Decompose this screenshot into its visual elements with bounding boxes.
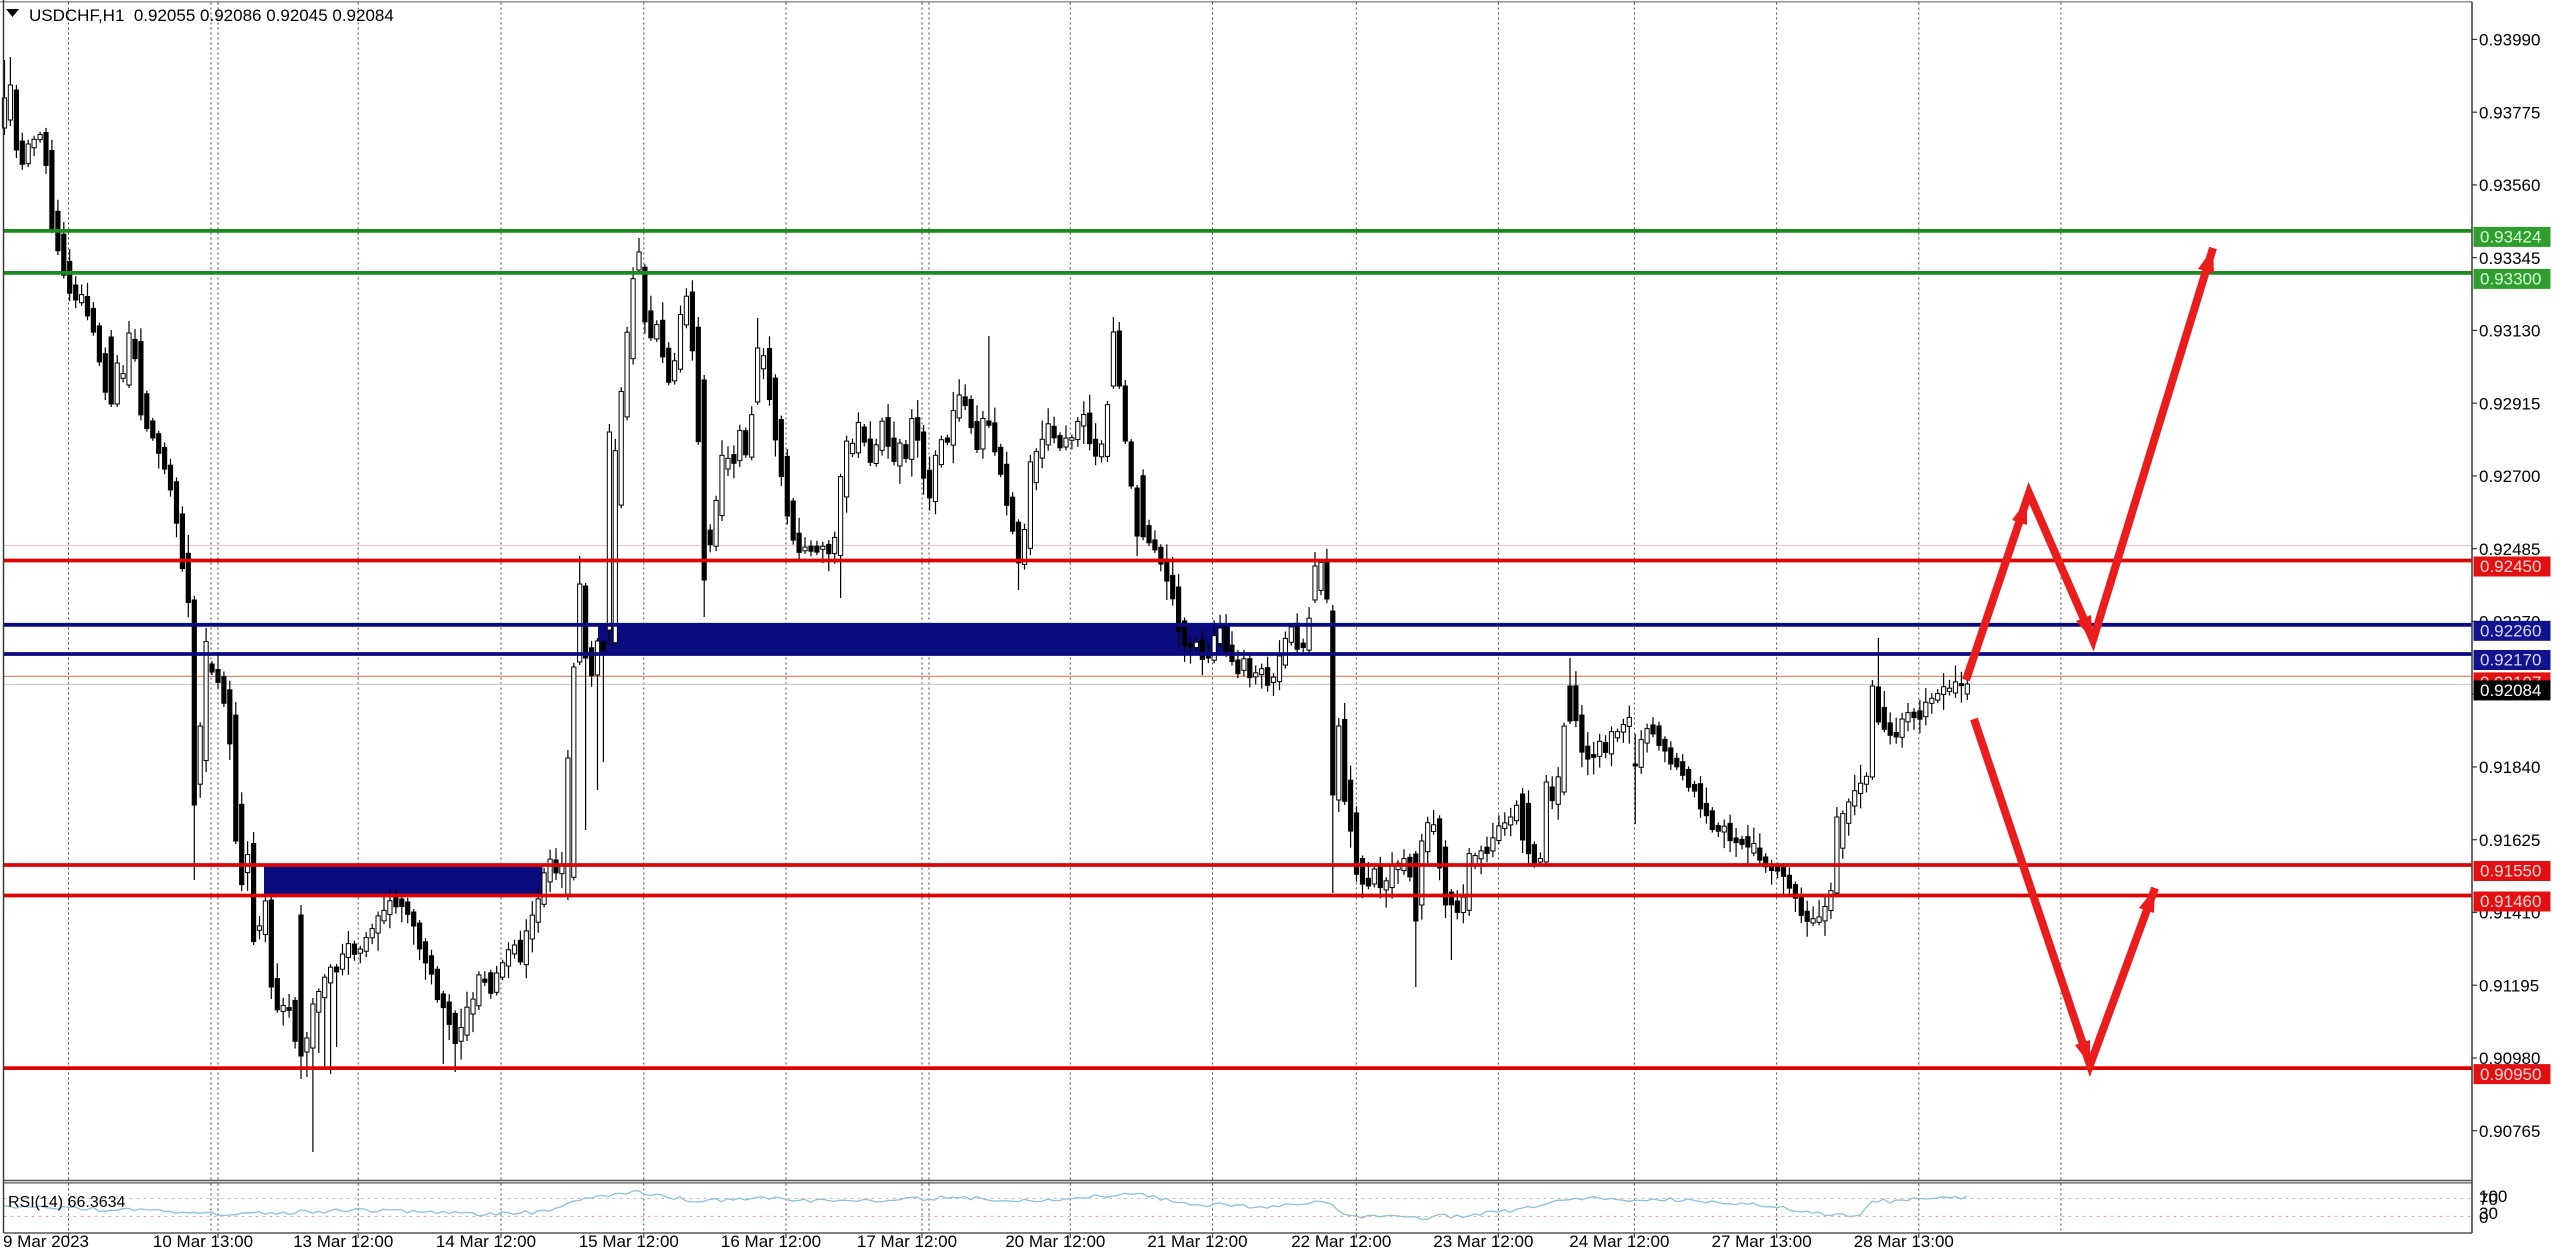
svg-text:0.93990: 0.93990	[2479, 31, 2540, 50]
svg-text:0.92084: 0.92084	[2480, 681, 2541, 700]
svg-text:0.93775: 0.93775	[2479, 103, 2540, 122]
svg-text:9 Mar 2023: 9 Mar 2023	[3, 1232, 89, 1251]
svg-text:0.91460: 0.91460	[2480, 892, 2541, 911]
svg-text:0.93300: 0.93300	[2480, 270, 2541, 289]
svg-text:0.91550: 0.91550	[2480, 862, 2541, 881]
svg-text:16 Mar 12:00: 16 Mar 12:00	[721, 1232, 821, 1251]
svg-text:0.92700: 0.92700	[2479, 467, 2540, 486]
svg-text:30: 30	[2479, 1204, 2498, 1223]
svg-text:0: 0	[2479, 1208, 2488, 1227]
svg-text:0.90950: 0.90950	[2480, 1065, 2541, 1084]
svg-text:0.90765: 0.90765	[2479, 1122, 2540, 1141]
svg-text:0.91840: 0.91840	[2479, 758, 2540, 777]
svg-text:0.92260: 0.92260	[2480, 622, 2541, 641]
svg-text:0.92485: 0.92485	[2479, 540, 2540, 559]
svg-text:24 Mar 12:00: 24 Mar 12:00	[1569, 1232, 1669, 1251]
svg-text:14 Mar 12:00: 14 Mar 12:00	[436, 1232, 536, 1251]
svg-text:21 Mar 12:00: 21 Mar 12:00	[1147, 1232, 1247, 1251]
svg-text:0.91195: 0.91195	[2479, 976, 2539, 995]
svg-text:0.93345: 0.93345	[2479, 249, 2540, 268]
svg-text:0.93560: 0.93560	[2479, 176, 2540, 195]
svg-text:0.93424: 0.93424	[2480, 228, 2541, 247]
svg-text:23 Mar 12:00: 23 Mar 12:00	[1433, 1232, 1533, 1251]
svg-text:0.91625: 0.91625	[2479, 831, 2540, 850]
svg-text:20 Mar 12:00: 20 Mar 12:00	[1005, 1232, 1105, 1251]
svg-text:RSI(14) 66.3634: RSI(14) 66.3634	[8, 1194, 126, 1211]
svg-text:USDCHF,H1 0.92055 0.92086 0.9: USDCHF,H1 0.92055 0.92086 0.92045 0.9208…	[29, 6, 394, 25]
svg-text:17 Mar 12:00: 17 Mar 12:00	[857, 1232, 957, 1251]
svg-text:0.90980: 0.90980	[2479, 1049, 2540, 1068]
svg-text:27 Mar 13:00: 27 Mar 13:00	[1712, 1232, 1812, 1251]
svg-text:22 Mar 12:00: 22 Mar 12:00	[1291, 1232, 1391, 1251]
svg-text:0.92450: 0.92450	[2480, 557, 2541, 576]
svg-text:70: 70	[2479, 1190, 2498, 1209]
svg-text:13 Mar 12:00: 13 Mar 12:00	[293, 1232, 393, 1251]
svg-text:10 Mar 13:00: 10 Mar 13:00	[153, 1232, 253, 1251]
svg-text:0.92170: 0.92170	[2480, 651, 2541, 670]
svg-text:0.92915: 0.92915	[2479, 394, 2540, 413]
svg-text:0.93130: 0.93130	[2479, 322, 2540, 341]
svg-text:15 Mar 12:00: 15 Mar 12:00	[579, 1232, 679, 1251]
svg-text:100: 100	[2479, 1187, 2507, 1206]
svg-text:28 Mar 13:00: 28 Mar 13:00	[1854, 1232, 1954, 1251]
